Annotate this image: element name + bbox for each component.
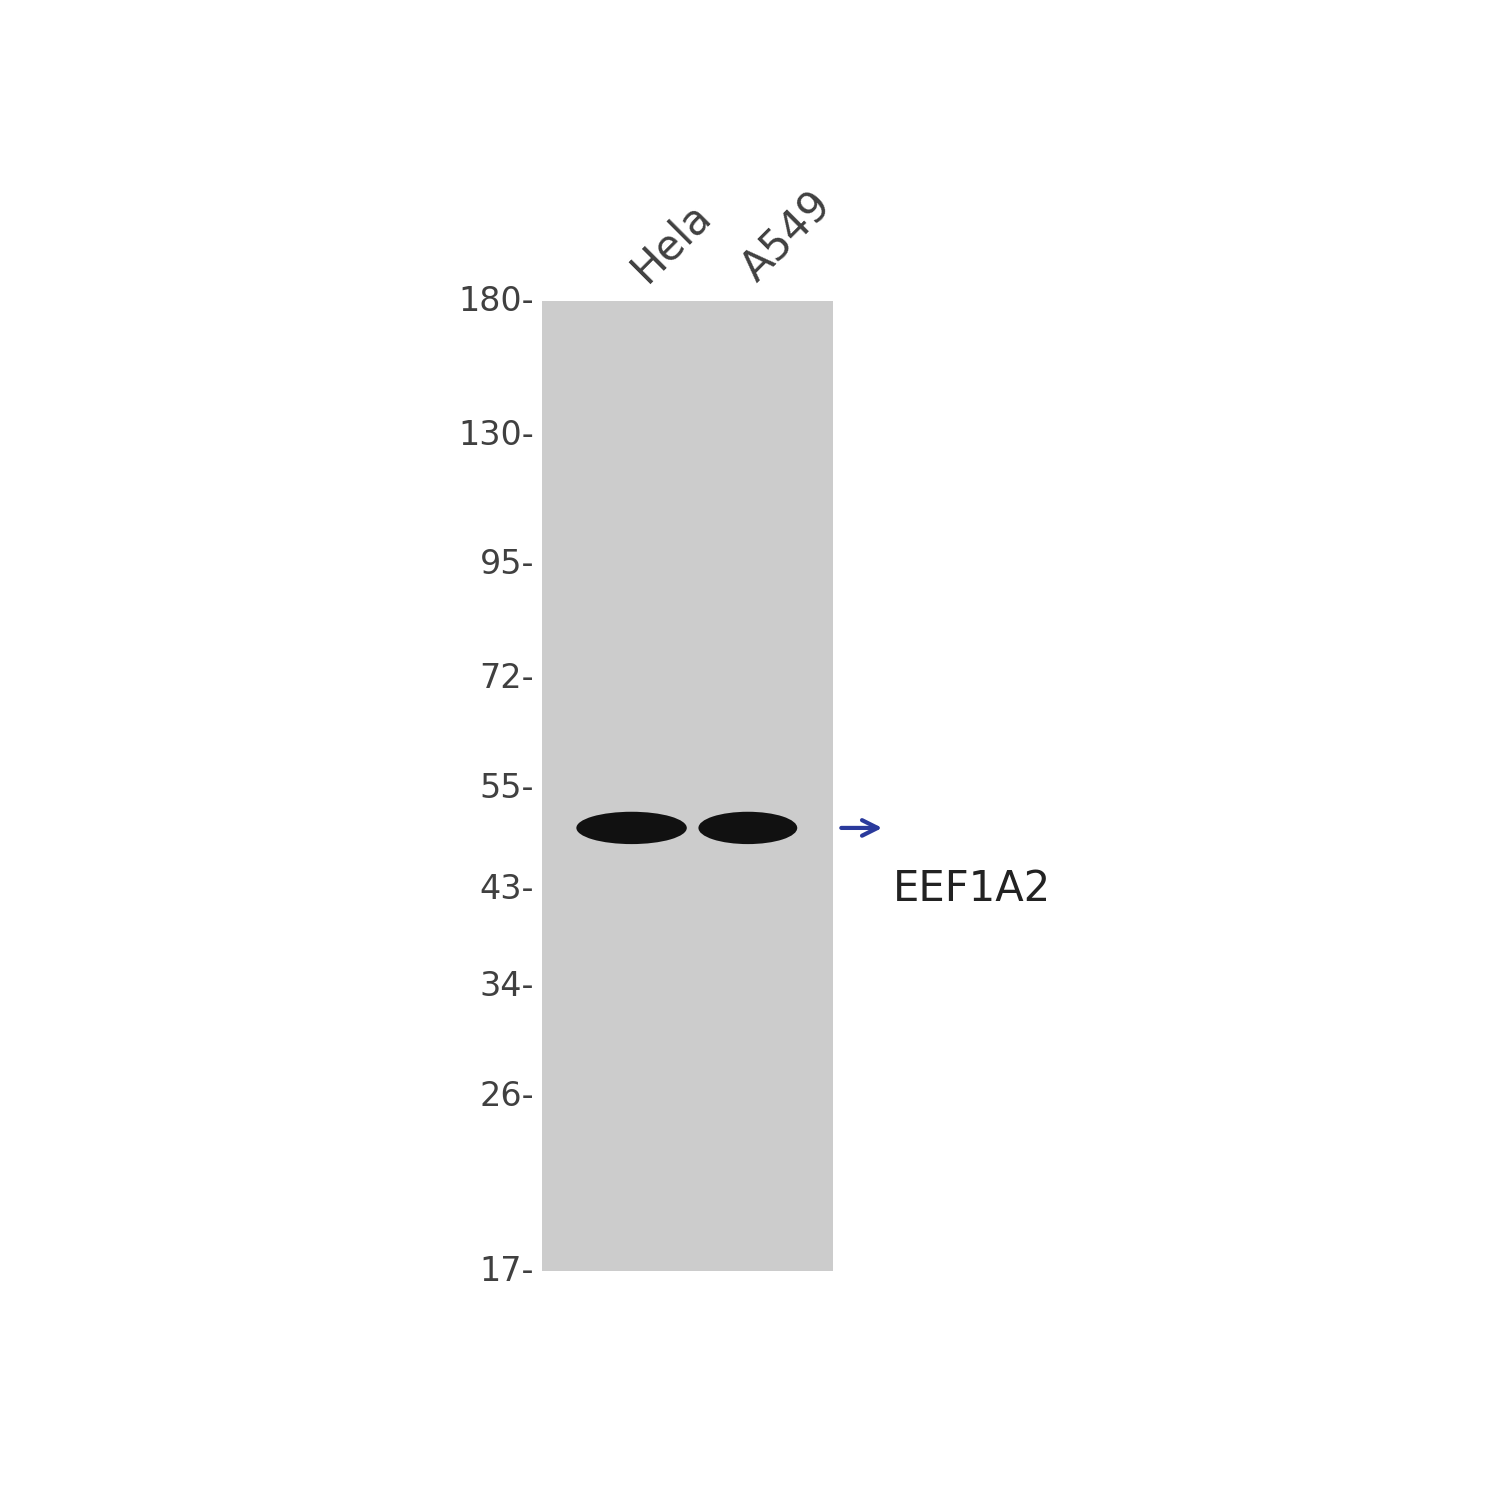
Text: 43-: 43- <box>480 873 534 906</box>
Text: 55-: 55- <box>480 772 534 806</box>
Text: 95-: 95- <box>480 548 534 580</box>
FancyBboxPatch shape <box>542 302 833 1272</box>
Ellipse shape <box>699 812 796 844</box>
Text: Hela: Hela <box>624 194 720 290</box>
Text: 17-: 17- <box>480 1256 534 1288</box>
Text: 34-: 34- <box>480 970 534 1004</box>
Text: EEF1A2: EEF1A2 <box>892 868 1052 910</box>
Text: 26-: 26- <box>480 1080 534 1113</box>
Ellipse shape <box>576 812 687 844</box>
Text: 130-: 130- <box>458 419 534 452</box>
Text: 180-: 180- <box>459 285 534 318</box>
Text: A549: A549 <box>734 183 840 290</box>
Text: 72-: 72- <box>480 662 534 694</box>
